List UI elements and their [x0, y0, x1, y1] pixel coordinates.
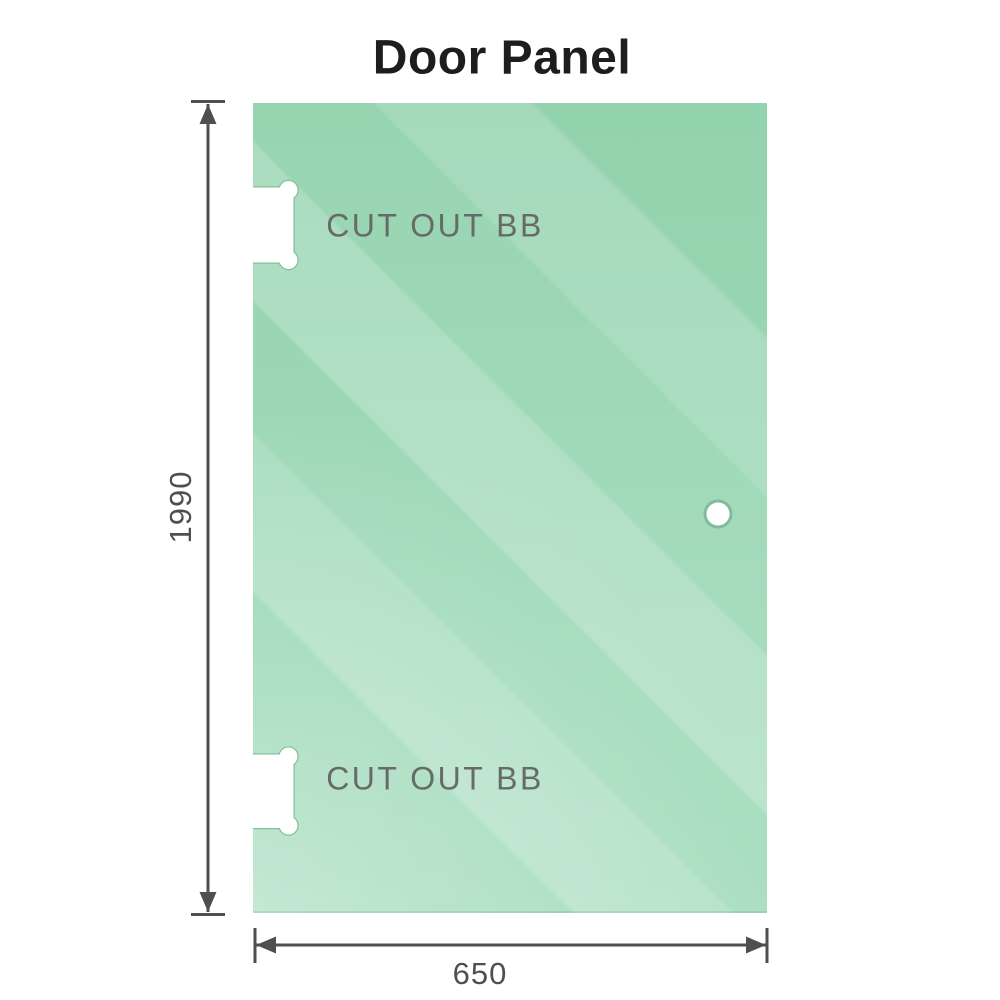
cutout-label-top: CUT OUT BB [326, 207, 544, 244]
page-title: Door Panel [372, 31, 632, 85]
hinge-cutout-bottom [253, 746, 299, 836]
cutout-label-bottom: CUT OUT BB [326, 760, 544, 797]
vertical-dimension-line [191, 100, 225, 916]
arrow-up-icon [199, 104, 217, 124]
height-dimension-label: 1990 [163, 470, 198, 544]
hinge-cutout-top [253, 179, 299, 271]
horizontal-dimension-line [253, 928, 769, 963]
arrow-left-icon [256, 936, 276, 954]
glass-panel [253, 103, 767, 913]
arrow-down-icon [199, 892, 217, 912]
handle-hole [703, 499, 733, 529]
width-dimension-label: 650 [452, 956, 508, 991]
arrow-right-icon [746, 936, 766, 954]
